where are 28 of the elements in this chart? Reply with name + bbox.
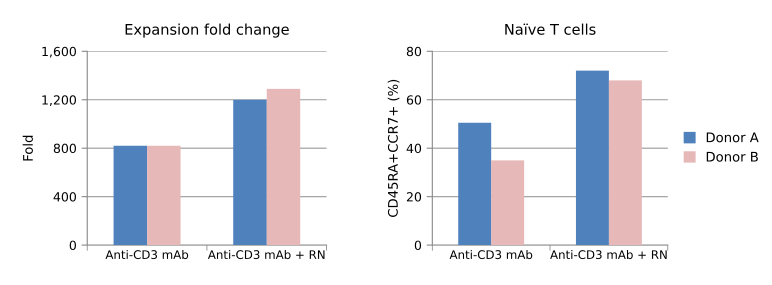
bar xyxy=(266,88,300,246)
bar xyxy=(458,122,492,246)
bar xyxy=(233,100,267,246)
chart-title: Expansion fold change xyxy=(126,24,289,38)
bar xyxy=(608,80,642,246)
y-tick-label: 1,600 xyxy=(42,46,76,58)
bar xyxy=(114,146,148,246)
y-tick-label: 1,200 xyxy=(42,95,76,106)
x-tick-label: Anti-CD3 mAb xyxy=(105,250,188,260)
y-tick-label: 60 xyxy=(406,95,422,105)
y-tick-label: 20 xyxy=(406,192,422,202)
y-tick-label: 0 xyxy=(414,240,422,250)
y-tick-label: 40 xyxy=(406,144,422,154)
x-tick-label: Anti-CD3 mAb + RN xyxy=(208,250,324,260)
y-tick-label: 80 xyxy=(406,46,422,56)
bar xyxy=(147,146,181,246)
y-tick-label: 400 xyxy=(54,192,76,202)
y-tick-label: 800 xyxy=(54,144,76,154)
y-axis-title: CD45RA+CCR7+ (%) xyxy=(388,80,400,217)
y-tick-label: 0 xyxy=(70,240,76,250)
y-axis-title: Fold xyxy=(22,136,33,161)
bar xyxy=(491,160,524,246)
chart-title: Naïve T cells xyxy=(505,24,596,35)
legend-label: Donor B xyxy=(706,152,758,162)
x-tick-label: Anti-CD3 mAb + RN xyxy=(550,250,667,260)
legend-label: Donor A xyxy=(706,132,759,142)
x-tick-label: Anti-CD3 mAb xyxy=(450,250,532,260)
bar xyxy=(576,70,609,246)
